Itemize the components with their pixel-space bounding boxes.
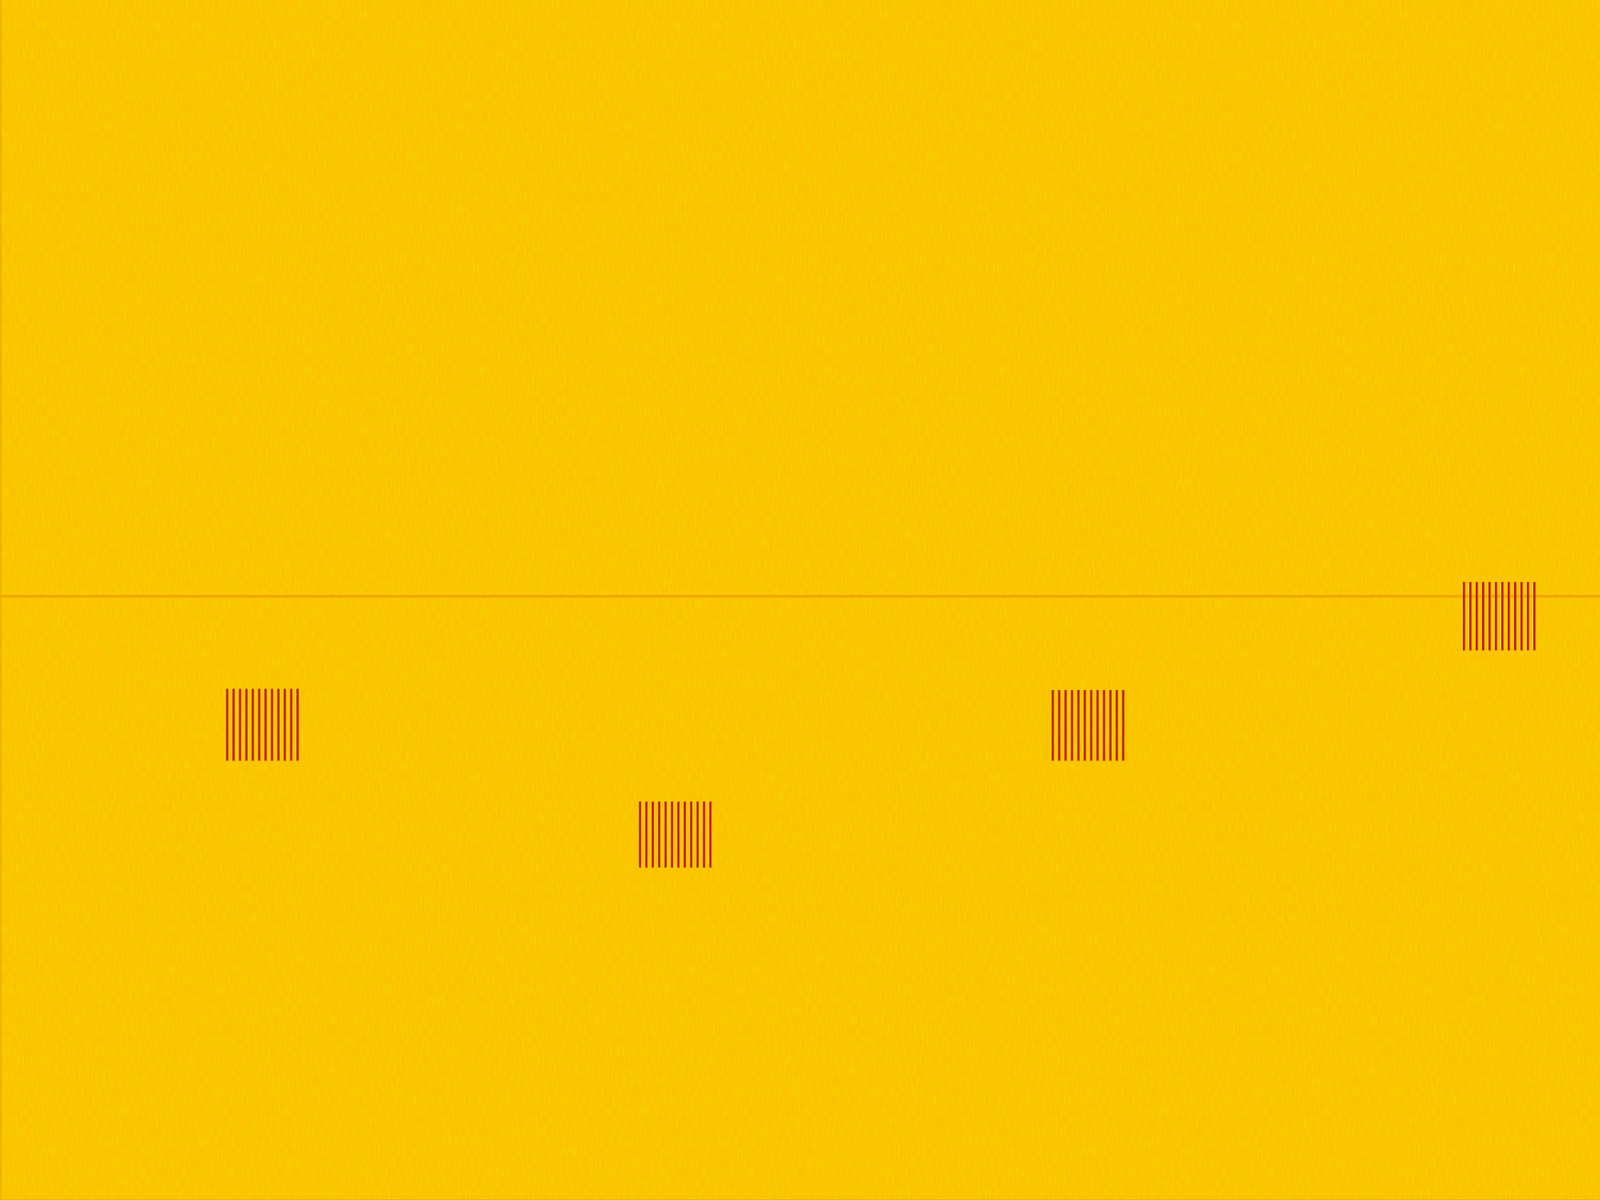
pulse (703, 801, 705, 868)
pulse (1109, 690, 1111, 761)
pulse (1096, 690, 1099, 761)
pulse (1469, 582, 1472, 651)
pulse (696, 801, 699, 868)
pulse (658, 801, 661, 868)
pulse (296, 689, 299, 762)
noise-texture (0, 0, 1600, 1200)
pulse (245, 689, 247, 762)
pulse (277, 689, 279, 762)
pulse (1533, 582, 1536, 651)
pulse (1526, 582, 1529, 651)
pulse (238, 689, 241, 762)
pulse (690, 801, 693, 868)
pulse (1115, 690, 1118, 761)
pulse (1501, 582, 1504, 651)
pulse (645, 801, 648, 868)
pulse (677, 801, 680, 868)
pulse (1520, 582, 1523, 651)
pulse (1494, 582, 1497, 651)
pulse (232, 689, 235, 762)
burst (1053, 690, 1124, 761)
pulse (1102, 690, 1105, 761)
pulse (639, 801, 641, 868)
pulse (1077, 690, 1079, 761)
pulse (1089, 690, 1092, 761)
pulse (1514, 582, 1516, 651)
pulse (1507, 582, 1510, 651)
pulse (1070, 690, 1073, 761)
pulse (264, 689, 267, 762)
pulse (289, 689, 292, 762)
burst (640, 801, 711, 868)
pulse (1057, 690, 1060, 761)
pulse (225, 689, 228, 762)
pulse (283, 689, 286, 762)
y-axis (0, 0, 2, 1200)
pulse (1462, 582, 1465, 651)
pulse (1064, 690, 1067, 761)
marks (0, 582, 1600, 868)
axis-line (0, 0, 2, 1200)
pulse (251, 689, 254, 762)
pulse (664, 801, 667, 868)
pulse (651, 801, 654, 868)
pulse (709, 801, 712, 868)
pulse (1051, 690, 1054, 761)
pulse (683, 801, 686, 868)
pulse (671, 801, 673, 868)
tone-line (0, 595, 1600, 598)
pulse (1482, 582, 1484, 651)
pulse (1121, 690, 1124, 761)
pulse (1083, 690, 1086, 761)
pulse (1488, 582, 1491, 651)
pulse (257, 689, 260, 762)
plot-background (0, 0, 1600, 1200)
pulse (270, 689, 273, 762)
burst (1463, 582, 1535, 651)
spectrogram-chart (0, 0, 1600, 1200)
burst (227, 689, 299, 762)
pulse (1475, 582, 1478, 651)
